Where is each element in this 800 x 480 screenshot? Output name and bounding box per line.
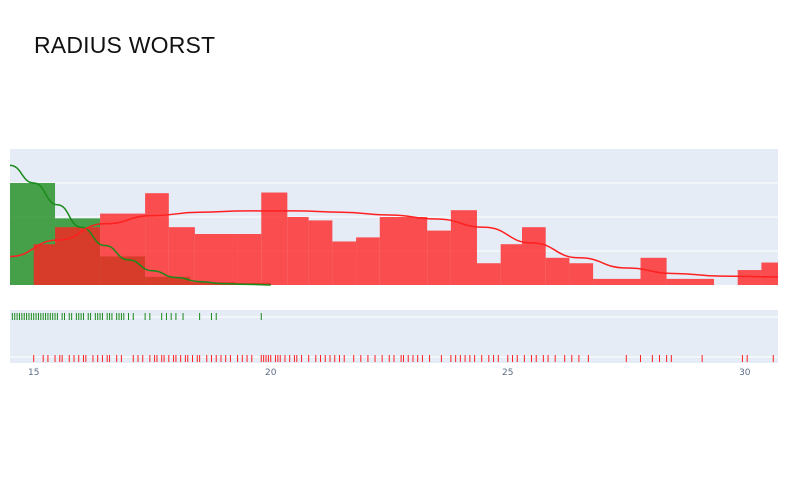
histogram-bar xyxy=(33,244,56,285)
histogram-bar xyxy=(261,192,288,285)
rug-plot-area xyxy=(10,310,778,363)
histogram-bar xyxy=(100,213,146,285)
x-tick-label: 25 xyxy=(502,368,513,378)
histogram-bar xyxy=(308,220,333,285)
histogram-bar xyxy=(500,244,522,285)
density-curve xyxy=(9,210,779,278)
histogram-bar xyxy=(450,210,477,285)
histogram-bar xyxy=(427,230,451,285)
histogram-bar xyxy=(379,217,428,285)
histogram-bar xyxy=(332,241,357,285)
x-tick-label: 30 xyxy=(739,368,751,378)
density-curves xyxy=(9,164,779,286)
histogram-bar xyxy=(761,262,778,285)
histogram-bar xyxy=(522,227,546,285)
x-axis-ticks: 15 20 25 30 xyxy=(28,368,751,378)
x-tick-label: 20 xyxy=(265,368,277,378)
x-tick-label: 15 xyxy=(28,368,39,378)
density-curve xyxy=(9,164,271,286)
histogram-bar xyxy=(737,270,762,285)
histogram-bar xyxy=(237,234,262,285)
histogram-bar xyxy=(168,227,195,285)
histogram-bar xyxy=(569,263,594,285)
histogram-bar xyxy=(593,278,641,285)
histogram-bar xyxy=(666,278,714,285)
histogram-bar xyxy=(476,263,501,285)
rug-series-b xyxy=(33,355,774,362)
chart-title: RADIUS WORST xyxy=(34,32,216,58)
histogram-bar xyxy=(287,217,309,285)
histogram-bar xyxy=(356,237,380,285)
histogram-bar xyxy=(194,234,238,285)
rug-series-a xyxy=(11,313,262,320)
histogram-bar xyxy=(545,257,570,285)
